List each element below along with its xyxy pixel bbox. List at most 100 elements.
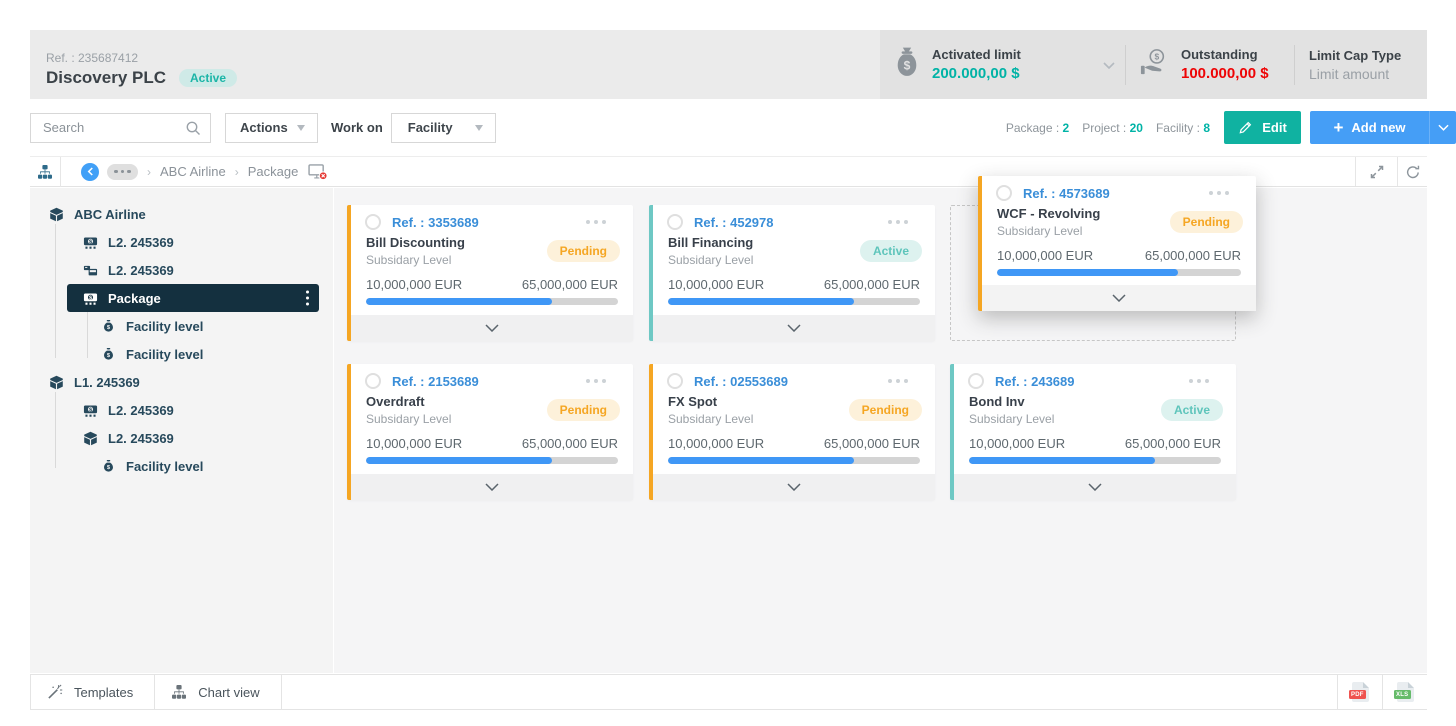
add-new-dropdown-chevron[interactable]	[1430, 111, 1456, 144]
card-menu-icon[interactable]	[904, 220, 908, 224]
svg-text:$: $	[106, 325, 110, 331]
card-radio[interactable]	[667, 373, 683, 389]
card-ref-link[interactable]: Ref. : 243689	[995, 373, 1075, 389]
count-package: Package : 2	[1005, 120, 1070, 135]
hierarchy-sidebar: ABC Airline $ L2. 245369 L2. 245369 $ Pa…	[30, 188, 333, 673]
card-menu-icon[interactable]	[1205, 379, 1209, 383]
breadcrumb-ellipsis[interactable]	[107, 163, 138, 180]
activated-limit-label: Activated limit	[932, 47, 1021, 62]
sidebar-item-package[interactable]: $ Package	[30, 284, 333, 312]
card-menu-icon[interactable]	[602, 379, 606, 383]
card-progress-bar	[366, 457, 618, 464]
card-expand-button[interactable]	[351, 315, 633, 341]
card-expand-button[interactable]	[653, 474, 935, 500]
card-amount-used: 10,000,000 EUR	[668, 277, 765, 292]
card-radio[interactable]	[667, 214, 683, 230]
svg-text:$: $	[106, 465, 110, 471]
card-progress-bar	[668, 298, 920, 305]
card-amount-total: 65,000,000 EUR	[823, 277, 920, 292]
card-menu-icon[interactable]	[602, 220, 606, 224]
card-expand-button[interactable]	[954, 474, 1236, 500]
card-subtitle: Subsidary Level	[997, 224, 1083, 238]
entity-counts: Package : 2 Project : 20 Facility : 8	[1006, 121, 1210, 135]
card-ref-link[interactable]: Ref. : 02553689	[694, 373, 788, 389]
card-radio[interactable]	[365, 214, 381, 230]
card-radio[interactable]	[365, 373, 381, 389]
card-radio[interactable]	[996, 185, 1012, 201]
card-menu-icon[interactable]	[1225, 191, 1229, 195]
sidebar-item-l2-245369[interactable]: $ L2. 245369	[30, 396, 333, 424]
card-subtitle: Subsidary Level	[668, 412, 754, 426]
card-ref-link[interactable]: Ref. : 3353689	[392, 214, 479, 230]
actions-dropdown[interactable]: Actions	[225, 112, 318, 143]
card-expand-button[interactable]	[653, 315, 935, 341]
expand-button[interactable]	[1355, 157, 1397, 186]
breadcrumb-item-package[interactable]: Package	[247, 164, 299, 179]
bag-icon: $	[99, 347, 117, 361]
card-expand-button[interactable]	[351, 474, 633, 500]
outstanding-label: Outstanding	[1181, 47, 1258, 62]
card-progress-bar	[969, 457, 1221, 464]
toolbar: Actions Work on Facility Package : 2 Proj…	[30, 111, 1456, 144]
bag-icon: $	[99, 459, 117, 473]
sidebar-item-facility-level[interactable]: $ Facility level	[30, 340, 333, 368]
card-ref-link[interactable]: Ref. : 4573689	[1023, 185, 1110, 201]
sidebar-item-facility-level[interactable]: $ Facility level	[30, 312, 333, 340]
card-status-badge: Active	[1160, 399, 1223, 421]
sidebar-item-facility-level[interactable]: $ Facility level	[30, 452, 333, 480]
org-chart-icon	[171, 684, 187, 700]
card-amount-used: 10,000,000 EUR	[997, 248, 1094, 263]
card-title: Bond Inv	[969, 394, 1025, 409]
outstanding-value: 100.000,00 $	[1181, 65, 1269, 82]
card-title: WCF - Revolving	[997, 206, 1101, 221]
work-on-dropdown[interactable]: Facility	[390, 112, 496, 143]
search-icon	[185, 120, 201, 136]
card-ref-link[interactable]: Ref. : 2153689	[392, 373, 479, 389]
refresh-button[interactable]	[1397, 157, 1427, 186]
sidebar-item-l1-245369[interactable]: L1. 245369	[30, 368, 333, 396]
export-pdf-button[interactable]: PDF	[1337, 675, 1382, 709]
cash-icon: $	[81, 403, 99, 418]
chevron-down-icon[interactable]	[1103, 56, 1115, 74]
card-amount-total: 65,000,000 EUR	[1124, 436, 1221, 451]
facility-card[interactable]: Ref. : 3353689 Bill Discounting Subsidar…	[347, 205, 633, 341]
kebab-menu-icon[interactable]	[306, 290, 309, 306]
hierarchy-icon[interactable]	[30, 164, 60, 180]
facility-card[interactable]: Ref. : 02553689 FX Spot Subsidary Level …	[649, 364, 935, 500]
edit-button[interactable]: Edit	[1224, 111, 1301, 144]
sidebar-item-l2-245369[interactable]: L2. 245369	[30, 424, 333, 452]
cash-icon: $	[81, 235, 99, 250]
sidebar-item-l2-245369[interactable]: $ L2. 245369	[30, 228, 333, 256]
search-input[interactable]	[30, 112, 211, 143]
sidebar-item-l2-245369[interactable]: L2. 245369	[30, 256, 333, 284]
templates-tab[interactable]: Templates	[30, 675, 156, 709]
card-menu-icon[interactable]	[904, 379, 908, 383]
search-field[interactable]	[43, 120, 185, 135]
card-subtitle: Subsidary Level	[668, 253, 754, 267]
card-amount-used: 10,000,000 EUR	[668, 436, 765, 451]
breadcrumb-item-abc-airline[interactable]: ABC Airline	[160, 164, 226, 179]
card-radio[interactable]	[968, 373, 984, 389]
sidebar-item-abc-airline[interactable]: ABC Airline	[30, 200, 333, 228]
add-new-button[interactable]: + Add new	[1310, 111, 1456, 144]
money-bag-icon: $	[894, 47, 920, 82]
limit-metrics: $ Activated limit 200.000,00 $ $ Outstan…	[880, 30, 1427, 99]
back-button[interactable]	[81, 162, 99, 181]
box-icon	[47, 207, 65, 222]
card-amount-used: 10,000,000 EUR	[366, 436, 463, 451]
card-title: Bill Financing	[668, 235, 754, 250]
monitor-error-icon[interactable]	[308, 163, 328, 180]
card-expand-button[interactable]	[982, 285, 1256, 311]
facility-card[interactable]: Ref. : 243689 Bond Inv Subsidary Level A…	[950, 364, 1236, 500]
card-ref-link[interactable]: Ref. : 452978	[694, 214, 774, 230]
breadcrumb-separator: ›	[234, 164, 239, 179]
export-xls-button[interactable]: XLS	[1382, 675, 1427, 709]
facility-card[interactable]: Ref. : 452978 Bill Financing Subsidary L…	[649, 205, 935, 341]
chart-view-tab[interactable]: Chart view	[155, 675, 282, 709]
facility-card-dragging[interactable]: Ref. : 4573689 WCF - Revolving Subsidary…	[978, 176, 1256, 311]
plus-icon: +	[1333, 118, 1344, 137]
card-amount-used: 10,000,000 EUR	[366, 277, 463, 292]
limit-cap-type-value: Limit amount	[1309, 65, 1390, 82]
facility-card[interactable]: Ref. : 2153689 Overdraft Subsidary Level…	[347, 364, 633, 500]
